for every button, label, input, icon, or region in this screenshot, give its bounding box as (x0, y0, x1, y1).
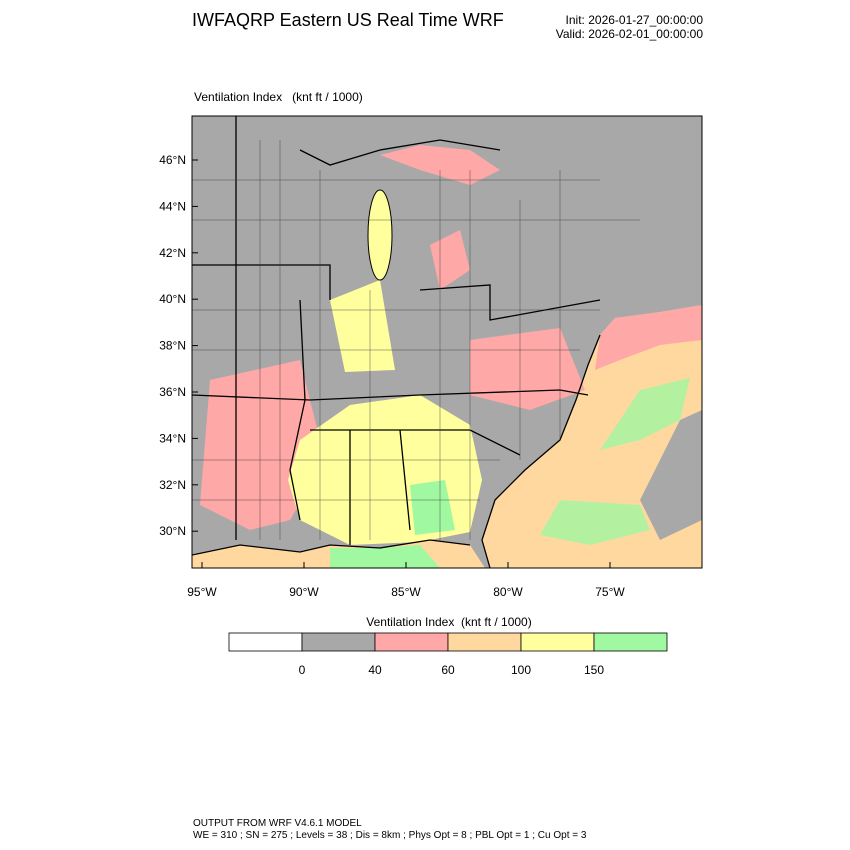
lon-label: 80°W (493, 585, 523, 599)
title: IWFAQRP Eastern US Real Time WRF (192, 10, 504, 30)
gulf-green (330, 545, 440, 568)
lon-label: 75°W (595, 585, 625, 599)
state-line (399, 429, 411, 531)
lat-label: 36°N (159, 385, 186, 399)
colorbar-title: Ventilation Index (knt ft / 1000) (366, 615, 531, 629)
lat-label: 30°N (159, 524, 186, 538)
atlantic-green (600, 378, 690, 450)
atlantic-gray (640, 410, 702, 540)
field-label: Ventilation Index (knt ft / 1000) (194, 90, 363, 104)
colorbar-box (447, 632, 522, 652)
lat-label: 44°N (159, 199, 186, 213)
state-line (192, 264, 331, 300)
colorbar-box (228, 632, 303, 652)
coastline (481, 334, 601, 568)
colorbar: 0 40 60 100 150 (228, 632, 668, 677)
atlantic-green-2 (540, 500, 650, 545)
lon-label: 90°W (289, 585, 319, 599)
axis-labels: 46°N 44°N 42°N 40°N 38°N 36°N 34°N 32°N 30°N 95°W… (159, 153, 625, 599)
colorbar-tick-label: 100 (511, 663, 531, 677)
init-time: Init: 2026-01-27_00:00:00 (566, 13, 704, 27)
lat-label: 40°N (159, 292, 186, 306)
georgia-green (410, 480, 455, 535)
colorbar-box (520, 632, 595, 652)
colorbar-tick-label: 60 (441, 663, 455, 677)
lat-label: 46°N (159, 153, 186, 167)
state-line (192, 389, 589, 401)
lat-label: 32°N (159, 478, 186, 492)
colorbar-tick-label: 0 (299, 663, 306, 677)
county-grid (192, 140, 640, 540)
map-frame (191, 115, 703, 569)
lon-label: 85°W (391, 585, 421, 599)
atlantic-pink (595, 305, 702, 370)
valid-time: Valid: 2026-02-01_00:00:00 (556, 27, 704, 41)
lake-michigan (367, 189, 393, 281)
colorbar-tick-label: 150 (584, 663, 604, 677)
border (299, 139, 501, 166)
coastline (192, 539, 471, 556)
lat-label: 34°N (159, 431, 186, 445)
colorbar-box (593, 632, 668, 652)
canada (192, 116, 702, 210)
footer-line: WE = 310 ; SN = 275 ; Levels = 38 ; Dis … (193, 830, 587, 841)
lon-label: 95°W (187, 585, 217, 599)
lat-label: 38°N (159, 339, 186, 353)
map (192, 116, 702, 568)
colorbar-tick-label: 40 (368, 663, 382, 677)
lat-label: 42°N (159, 246, 186, 260)
indiana-yellow (330, 280, 395, 372)
footer-line: OUTPUT FROM WRF V4.6.1 MODEL (193, 818, 362, 829)
colorbar-box (301, 632, 376, 652)
colorbar-box (374, 632, 449, 652)
